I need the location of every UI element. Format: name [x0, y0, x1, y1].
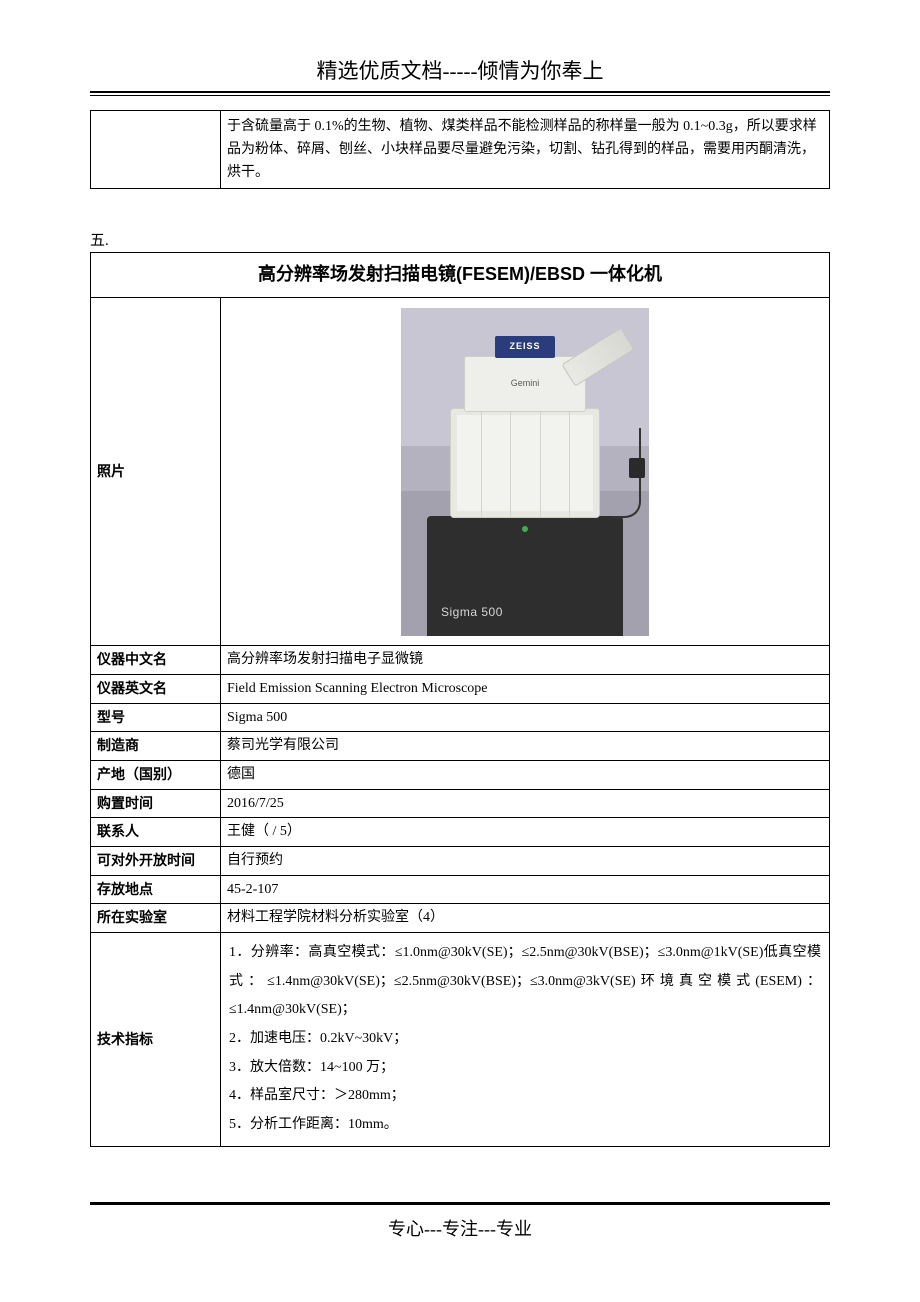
spec-line: 2．加速电压：0.2kV~30kV；: [229, 1025, 821, 1054]
sem-base: Sigma 500: [427, 516, 623, 636]
row-value: Sigma 500: [221, 703, 830, 732]
row-value: Field Emission Scanning Electron Microsc…: [221, 674, 830, 703]
header-rule-thin: [90, 95, 830, 96]
row-label: 型号: [91, 703, 221, 732]
prev-table-empty-cell: [91, 111, 221, 189]
row-label: 仪器中文名: [91, 646, 221, 675]
page-footer: 专心---专注---专业: [90, 1202, 830, 1241]
sem-monitor-icon: [629, 458, 645, 478]
row-value: 45-2-107: [221, 875, 830, 904]
footer-text: 专心---专注---专业: [388, 1219, 532, 1239]
table-row: 仪器中文名 高分辨率场发射扫描电子显微镜: [91, 646, 830, 675]
row-value: 王健（ / 5）: [221, 818, 830, 847]
sem-brand-badge: ZEISS: [495, 336, 555, 358]
row-label: 联系人: [91, 818, 221, 847]
row-label: 可对外开放时间: [91, 846, 221, 875]
equipment-table: 高分辨率场发射扫描电镜(FESEM)/EBSD 一体化机 照片 Sigma 50…: [90, 252, 830, 1147]
section-number: 五.: [90, 229, 830, 250]
header-rule-thick: [90, 91, 830, 93]
spec-line: 1．分辨率：高真空模式：≤1.0nm@30kV(SE)；≤2.5nm@30kV(…: [229, 939, 821, 1025]
row-label: 产地（国别）: [91, 760, 221, 789]
spec-line: 5．分析工作距离：10mm。: [229, 1111, 821, 1140]
row-label: 所在实验室: [91, 904, 221, 933]
row-label: 存放地点: [91, 875, 221, 904]
row-value: 德国: [221, 760, 830, 789]
header-rule: [90, 91, 830, 96]
footer-rule: [90, 1202, 830, 1205]
page-header-title: 精选优质文档-----倾情为你奉上: [90, 55, 830, 85]
sem-body: [450, 408, 600, 518]
table-row: 制造商 蔡司光学有限公司: [91, 732, 830, 761]
row-label-photo: 照片: [91, 298, 221, 646]
table-row: 仪器英文名 Field Emission Scanning Electron M…: [91, 674, 830, 703]
footer-rule-thick: [90, 1203, 830, 1205]
row-value: 自行预约: [221, 846, 830, 875]
row-label: 制造商: [91, 732, 221, 761]
table-row: 产地（国别） 德国: [91, 760, 830, 789]
table-row: 购置时间 2016/7/25: [91, 789, 830, 818]
table-row: 可对外开放时间 自行预约: [91, 846, 830, 875]
row-label-specs: 技术指标: [91, 933, 221, 1147]
table-row: 型号 Sigma 500: [91, 703, 830, 732]
table-row: 所在实验室 材料工程学院材料分析实验室（4）: [91, 904, 830, 933]
spec-line: 4．样品室尺寸：＞280mm；: [229, 1082, 821, 1111]
sem-illustration: Sigma 500 Gemini ZEISS: [401, 308, 649, 636]
equipment-photo-cell: Sigma 500 Gemini ZEISS: [221, 298, 830, 646]
table-row: 联系人 王健（ / 5）: [91, 818, 830, 847]
row-value: 2016/7/25: [221, 789, 830, 818]
row-value: 蔡司光学有限公司: [221, 732, 830, 761]
sem-top-label: Gemini: [511, 377, 540, 391]
table-row: 存放地点 45-2-107: [91, 875, 830, 904]
specs-cell: 1．分辨率：高真空模式：≤1.0nm@30kV(SE)；≤2.5nm@30kV(…: [221, 933, 830, 1147]
table-row-specs: 技术指标 1．分辨率：高真空模式：≤1.0nm@30kV(SE)；≤2.5nm@…: [91, 933, 830, 1147]
spec-line: 3．放大倍数：14~100 万；: [229, 1054, 821, 1083]
row-label: 仪器英文名: [91, 674, 221, 703]
prev-table-content: 于含硫量高于 0.1%的生物、植物、煤类样品不能检测样品的称样量一般为 0.1~…: [221, 111, 830, 189]
sem-base-label: Sigma 500: [441, 603, 503, 622]
row-value: 材料工程学院材料分析实验室（4）: [221, 904, 830, 933]
equipment-title: 高分辨率场发射扫描电镜(FESEM)/EBSD 一体化机: [91, 253, 830, 298]
sem-detector: [561, 327, 634, 386]
row-label: 购置时间: [91, 789, 221, 818]
row-value: 高分辨率场发射扫描电子显微镜: [221, 646, 830, 675]
previous-section-table: 于含硫量高于 0.1%的生物、植物、煤类样品不能检测样品的称样量一般为 0.1~…: [90, 110, 830, 189]
